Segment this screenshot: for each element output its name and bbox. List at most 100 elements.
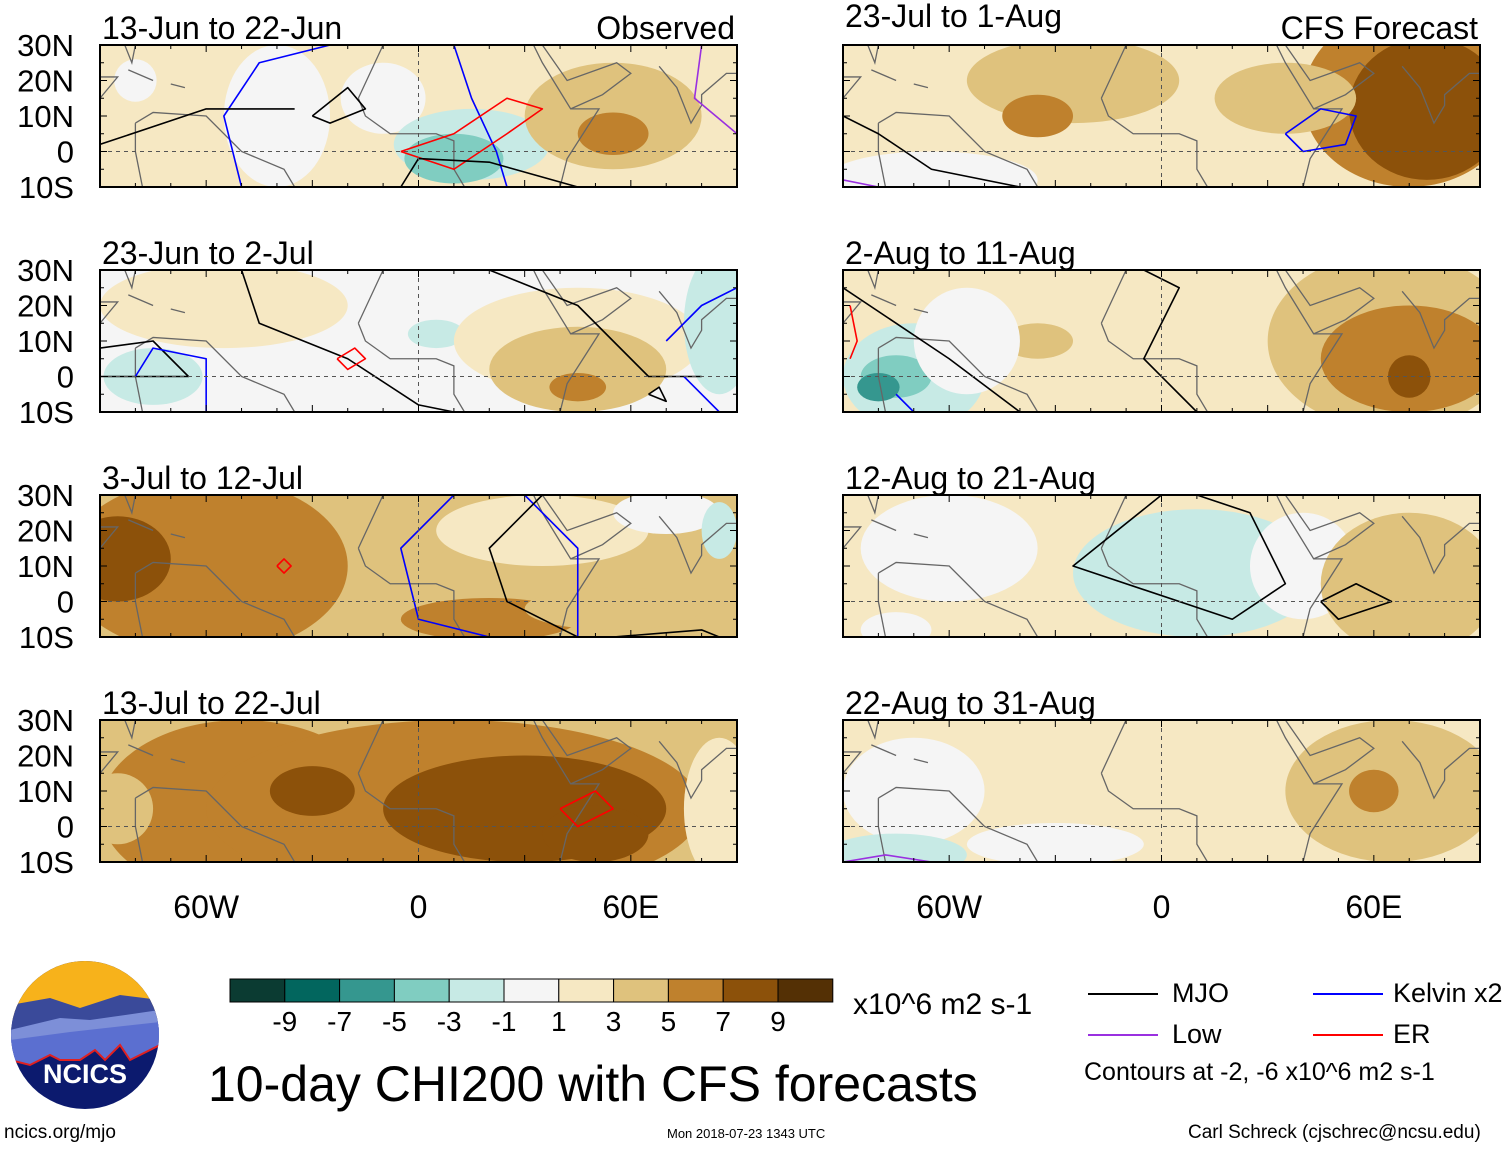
figure-title: 10-day CHI200 with CFS forecasts: [208, 1056, 978, 1112]
lon-tick-label: 60E: [1345, 889, 1402, 925]
coastline: [128, 744, 154, 757]
wave-contour: [665, 287, 737, 342]
panel-title: 22-Aug to 31-Aug: [845, 685, 1096, 721]
coastline: [128, 519, 154, 532]
lat-tick-label: 30N: [17, 703, 74, 738]
lat-tick-label: 0: [57, 810, 74, 845]
coastline: [128, 294, 154, 307]
map-panel: 2-Aug to 11-Aug: [842, 235, 1481, 413]
legend-kelvin-line: [1313, 993, 1383, 995]
anomaly-region: [843, 737, 985, 845]
lat-tick-label: 0: [57, 585, 74, 620]
colorbar-swatch: [722, 978, 779, 1003]
anomaly-region: [407, 319, 465, 349]
anomaly-region: [966, 822, 1144, 862]
anomaly-region: [269, 766, 355, 816]
colorbar-tick-label: 3: [606, 1006, 622, 1035]
coastline: [100, 45, 137, 66]
lat-tick-label: 30N: [17, 253, 74, 288]
anomaly-region: [100, 270, 348, 349]
wave-contour: [240, 270, 455, 412]
anomaly-region: [524, 587, 702, 630]
wave-contour: [400, 157, 578, 187]
wave-contour: [843, 179, 879, 187]
anomaly-region: [1002, 94, 1074, 138]
colorbar-units: x10^6 m2 s-1: [853, 988, 1033, 1021]
coastline: [1100, 720, 1344, 862]
anomaly-region: [549, 372, 607, 402]
lon-tick-label: 0: [410, 889, 428, 925]
lat-tick-label: 10N: [17, 99, 74, 134]
coastline: [913, 83, 929, 89]
colorbar-swatch: [558, 978, 615, 1003]
coastline: [170, 308, 186, 314]
coastline: [170, 533, 186, 539]
anomaly-region: [843, 833, 967, 862]
coastline: [357, 773, 466, 862]
coastline: [878, 561, 1039, 637]
lat-tick-label: 20N: [17, 289, 74, 324]
coastline: [1284, 495, 1375, 560]
anomaly-region: [114, 59, 157, 102]
wave-contour: [488, 495, 579, 637]
anomaly-region: [1214, 62, 1357, 134]
lat-tick-label: 10S: [19, 845, 74, 880]
coastline: [541, 45, 632, 110]
coastline: [658, 515, 737, 575]
anomaly-region: [100, 516, 171, 602]
wave-contour: [453, 45, 508, 187]
lon-tick-label: 60E: [602, 889, 659, 925]
legend-mjo-line: [1088, 993, 1158, 995]
wave-contour: [843, 287, 1021, 412]
lat-tick-label: 10S: [19, 620, 74, 655]
legend-mjo-label: MJO: [1172, 978, 1229, 1008]
coastline: [135, 561, 296, 637]
legend-kelvin-label: Kelvin x2: [1393, 978, 1503, 1008]
lat-tick-label: 10N: [17, 774, 74, 809]
legend-note: Contours at -2, -6 x10^6 m2 s-1: [1084, 1058, 1435, 1086]
coastline: [100, 720, 137, 741]
lon-tick-label: 0: [1153, 889, 1171, 925]
coastline: [658, 290, 737, 350]
wave-contour: [100, 108, 295, 146]
wave-contour: [400, 495, 490, 637]
lat-tick-label: 10S: [19, 170, 74, 205]
lat-tick-label: 0: [57, 360, 74, 395]
coastline: [1100, 548, 1209, 637]
coastline: [1401, 740, 1480, 800]
legend-er-line: [1313, 1034, 1383, 1036]
coastline: [843, 526, 863, 549]
footer-url[interactable]: ncics.org/mjo: [4, 1122, 116, 1143]
wave-contour: [613, 629, 720, 637]
coastline: [1100, 270, 1344, 412]
lat-tick-label: 0: [57, 135, 74, 170]
colorbar-swatch: [667, 978, 724, 1003]
coastline: [913, 758, 929, 764]
coastline: [170, 758, 186, 764]
anomaly-region: [966, 45, 1180, 124]
anomaly-region: [857, 372, 900, 402]
coastline: [871, 294, 897, 307]
wave-contour: [895, 393, 915, 412]
coastline: [1284, 45, 1375, 110]
colorbar-swatch: [393, 978, 450, 1003]
coastline: [170, 83, 186, 89]
coastline: [1100, 773, 1209, 862]
wave-contour: [849, 305, 858, 360]
colorbar-tick-label: 7: [715, 1006, 731, 1035]
coastline: [913, 533, 929, 539]
coastline: [100, 526, 120, 549]
coastline: [100, 301, 120, 324]
panel-title: 23-Jul to 1-Aug: [845, 0, 1062, 34]
colorbar-tick-label: -1: [492, 1006, 517, 1035]
anomaly-region: [860, 612, 932, 637]
coastline: [843, 495, 880, 516]
coastline: [1401, 290, 1480, 350]
coastline: [135, 786, 296, 862]
wave-contour: [693, 45, 737, 135]
